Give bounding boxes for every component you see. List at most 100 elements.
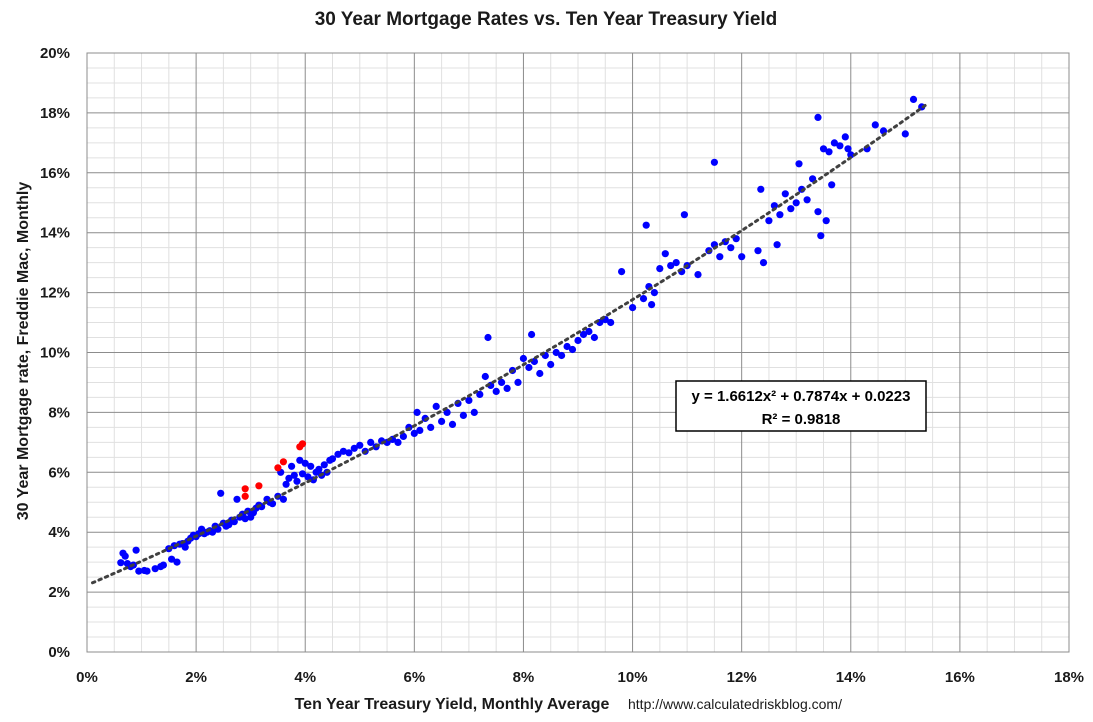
- data-point: [476, 390, 484, 398]
- data-point: [909, 95, 918, 103]
- highlight-data-point: [241, 485, 249, 493]
- data-point: [241, 515, 249, 523]
- data-point: [656, 265, 664, 273]
- data-point: [293, 477, 301, 485]
- data-point: [410, 429, 418, 437]
- data-point: [568, 345, 577, 354]
- data-point: [847, 151, 855, 159]
- data-point: [298, 470, 307, 478]
- trendline-equation: y = 1.6612x² + 0.7874x + 0.0223: [692, 388, 911, 405]
- data-point: [484, 333, 492, 342]
- data-point: [738, 253, 746, 261]
- x-tick-label: 6%: [403, 669, 425, 686]
- data-point: [814, 208, 822, 216]
- data-point: [481, 372, 489, 381]
- data-point: [844, 145, 852, 153]
- data-point: [233, 495, 241, 503]
- x-tick-label: 10%: [618, 669, 648, 686]
- data-point: [427, 423, 435, 431]
- data-point: [345, 449, 353, 457]
- chart-title: 30 Year Mortgage Rates vs. Ten Year Trea…: [315, 9, 778, 30]
- data-point: [803, 196, 811, 204]
- x-axis-label: Ten Year Treasury Yield, Monthly Average: [295, 696, 610, 713]
- data-point: [315, 465, 323, 473]
- data-point: [759, 259, 768, 267]
- highlight-data-point: [255, 482, 263, 490]
- data-point: [143, 567, 151, 575]
- data-point: [871, 121, 879, 129]
- data-point: [438, 417, 446, 425]
- data-point: [672, 259, 680, 267]
- data-point: [727, 244, 735, 252]
- data-point: [151, 565, 159, 573]
- data-point: [547, 360, 555, 369]
- data-point: [765, 217, 773, 225]
- data-point: [181, 543, 189, 551]
- data-point: [519, 354, 528, 363]
- data-point: [585, 327, 593, 336]
- data-point: [514, 378, 522, 386]
- data-point: [795, 160, 803, 168]
- y-tick-label: 14%: [40, 225, 70, 242]
- data-point: [667, 262, 675, 270]
- highlight-data-point: [274, 464, 282, 472]
- y-tick-label: 2%: [48, 584, 70, 601]
- grid: [86, 52, 1070, 653]
- data-point: [339, 447, 347, 455]
- data-point: [629, 304, 637, 312]
- data-point: [285, 474, 293, 482]
- data-point: [814, 113, 822, 121]
- data-point: [217, 489, 225, 497]
- data-point: [117, 559, 125, 567]
- data-point: [121, 552, 129, 560]
- data-point: [817, 232, 825, 240]
- y-axis-label: 30 Year Mortgage rate, Freddie Mac, Mont…: [15, 182, 32, 521]
- data-point: [132, 546, 140, 554]
- equation-box-border: [675, 380, 927, 432]
- x-tick-label: 2%: [185, 669, 207, 686]
- data-point: [173, 558, 181, 566]
- data-point: [307, 462, 315, 470]
- data-point: [394, 438, 402, 446]
- data-point: [290, 471, 298, 479]
- data-point: [754, 247, 762, 255]
- data-point: [459, 411, 467, 419]
- data-point: [710, 158, 719, 166]
- source-url: http://www.calculatedriskblog.com/: [628, 696, 842, 712]
- y-tick-label: 20%: [40, 45, 70, 62]
- data-point: [503, 384, 511, 392]
- data-point: [334, 450, 342, 458]
- data-point: [836, 142, 844, 150]
- data-point: [830, 139, 839, 147]
- x-tick-label: 4%: [294, 669, 316, 686]
- data-point: [642, 221, 650, 229]
- data-point: [301, 459, 309, 467]
- data-point: [680, 211, 689, 219]
- data-point: [841, 133, 849, 141]
- data-point: [432, 402, 440, 410]
- data-point: [528, 330, 536, 339]
- x-tick-label: 8%: [513, 669, 535, 686]
- data-point: [416, 426, 424, 434]
- data-point: [819, 145, 828, 153]
- data-point: [465, 396, 473, 404]
- data-point: [536, 369, 544, 378]
- data-point: [168, 555, 176, 563]
- data-point: [590, 333, 599, 342]
- x-tick-label: 16%: [945, 669, 975, 686]
- data-point: [279, 495, 287, 503]
- r-squared-label: R² = 0.9818: [762, 411, 841, 428]
- data-point: [787, 205, 795, 213]
- data-point: [356, 441, 364, 449]
- data-point: [399, 432, 407, 440]
- data-point: [574, 336, 582, 345]
- data-point: [694, 271, 702, 279]
- y-axis-ticks: 0% 2% 4% 6% 8% 10% 12% 14% 16% 18% 20%: [40, 45, 70, 661]
- data-point: [552, 348, 560, 357]
- x-tick-label: 0%: [76, 669, 98, 686]
- data-point: [661, 250, 669, 258]
- y-tick-label: 0%: [48, 644, 70, 661]
- y-tick-label: 8%: [48, 404, 70, 421]
